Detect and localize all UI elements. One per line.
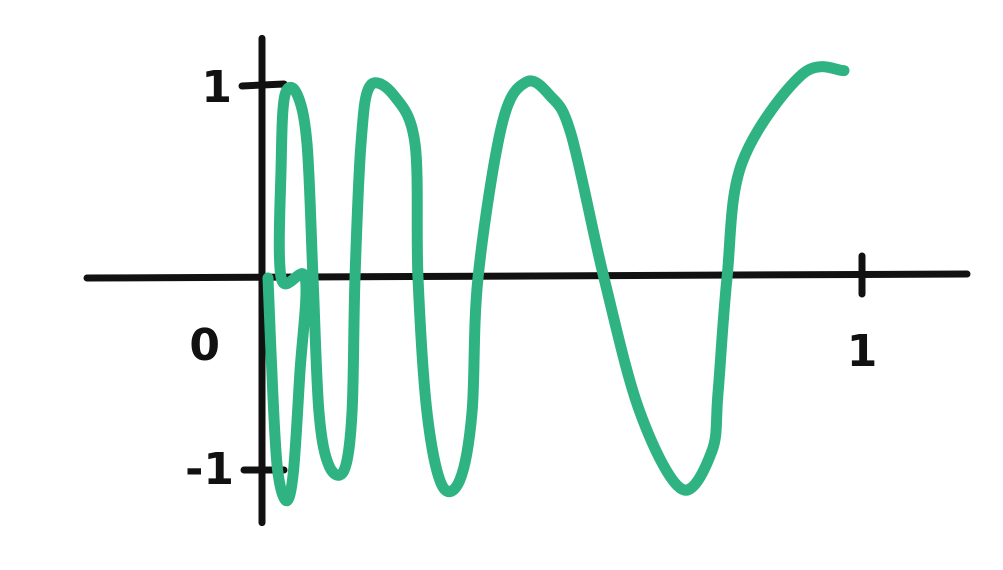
y-tick-1 (238, 80, 288, 90)
y-tick-label-neg1: -1 (185, 444, 234, 495)
y-tick-label-1: 1 (201, 62, 232, 113)
x-axis (83, 270, 971, 282)
origin-label: 0 (189, 320, 220, 371)
x-tick-label-1: 1 (847, 326, 878, 377)
series-line (262, 61, 850, 507)
